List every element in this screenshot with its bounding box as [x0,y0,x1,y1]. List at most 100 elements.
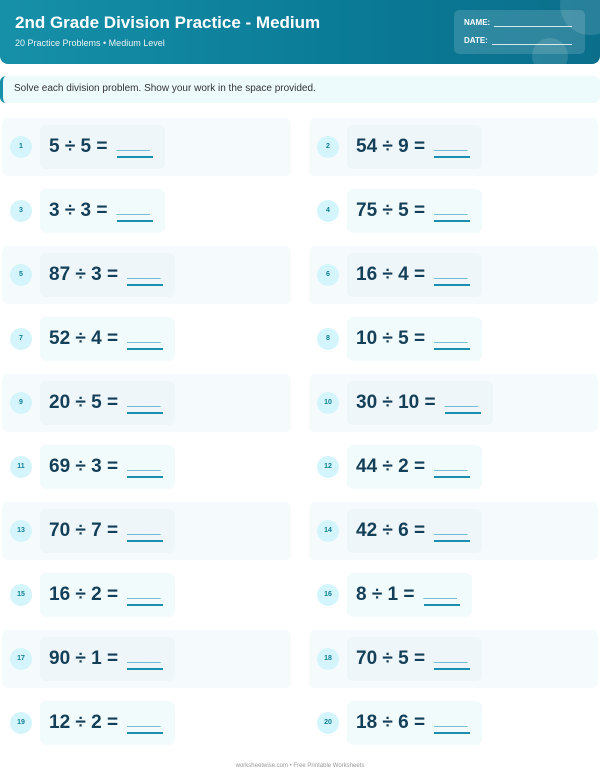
problem-expression: 20 ÷ 5 = [49,392,119,413]
problem-row: 3 3 ÷ 3 = ____ 4 75 ÷ 5 = ____ [0,182,600,240]
answer-blank[interactable]: ____ [434,328,471,350]
problem-box: 52 ÷ 4 = ____ [40,317,176,361]
problem-box: 16 ÷ 2 = ____ [40,573,176,617]
problem-expression: 70 ÷ 5 = [356,648,426,669]
problem-box: 20 ÷ 5 = ____ [40,381,176,425]
problem-expression: 3 ÷ 3 = [49,200,108,221]
problem-number-badge: 7 [10,328,32,350]
problem-number-badge: 18 [317,648,339,670]
answer-blank[interactable]: ____ [434,264,471,286]
problem-box: 70 ÷ 7 = ____ [40,509,176,553]
problem-expression: 70 ÷ 7 = [49,520,119,541]
problem-box: 87 ÷ 3 = ____ [40,253,176,297]
problem-expression: 16 ÷ 4 = [356,264,426,285]
problem-card: 15 16 ÷ 2 = ____ [2,566,291,624]
answer-blank[interactable]: ____ [127,712,164,734]
problem-expression: 42 ÷ 6 = [356,520,426,541]
answer-blank[interactable]: ____ [434,200,471,222]
worksheet-header: 2nd Grade Division Practice - Medium 20 … [0,0,600,64]
problem-number-badge: 4 [317,200,339,222]
problem-box: 18 ÷ 6 = ____ [347,701,483,745]
problem-expression: 10 ÷ 5 = [356,328,426,349]
answer-blank[interactable]: ____ [127,648,164,670]
problem-expression: 18 ÷ 6 = [356,712,426,733]
problem-expression: 5 ÷ 5 = [49,136,108,157]
answer-blank[interactable]: ____ [127,584,164,606]
problem-card: 17 90 ÷ 1 = ____ [2,630,291,688]
answer-blank[interactable]: ____ [423,584,460,606]
problem-number-badge: 12 [317,456,339,478]
problem-row: 1 5 ÷ 5 = ____ 2 54 ÷ 9 = ____ [0,118,600,176]
problem-number-badge: 19 [10,712,32,734]
problem-card: 18 70 ÷ 5 = ____ [309,630,598,688]
problem-number-badge: 16 [317,584,339,606]
problem-number-badge: 6 [317,264,339,286]
problem-box: 75 ÷ 5 = ____ [347,189,483,233]
problem-box: 3 ÷ 3 = ____ [40,189,165,233]
name-label: NAME: [464,18,491,27]
problem-expression: 69 ÷ 3 = [49,456,119,477]
problem-box: 10 ÷ 5 = ____ [347,317,483,361]
instructions: Solve each division problem. Show your w… [0,76,600,103]
problem-row: 11 69 ÷ 3 = ____ 12 44 ÷ 2 = ____ [0,438,600,496]
problem-number-badge: 8 [317,328,339,350]
answer-blank[interactable]: ____ [116,200,153,222]
problem-card: 10 30 ÷ 10 = ____ [309,374,598,432]
problem-card: 13 70 ÷ 7 = ____ [2,502,291,560]
name-field[interactable] [494,18,573,27]
problem-number-badge: 9 [10,392,32,414]
problem-box: 30 ÷ 10 = ____ [347,381,493,425]
answer-blank[interactable]: ____ [116,136,153,158]
problem-card: 12 44 ÷ 2 = ____ [309,438,598,496]
problem-box: 16 ÷ 4 = ____ [347,253,483,297]
problem-card: 7 52 ÷ 4 = ____ [2,310,291,368]
problem-box: 44 ÷ 2 = ____ [347,445,483,489]
answer-blank[interactable]: ____ [127,392,164,414]
answer-blank[interactable]: ____ [434,712,471,734]
problem-number-badge: 1 [10,136,32,158]
problem-row: 15 16 ÷ 2 = ____ 16 8 ÷ 1 = ____ [0,566,600,624]
answer-blank[interactable]: ____ [434,520,471,542]
problem-expression: 12 ÷ 2 = [49,712,119,733]
problem-expression: 75 ÷ 5 = [356,200,426,221]
problem-card: 16 8 ÷ 1 = ____ [309,566,598,624]
problem-expression: 52 ÷ 4 = [49,328,119,349]
problem-row: 17 90 ÷ 1 = ____ 18 70 ÷ 5 = ____ [0,630,600,688]
problem-number-badge: 3 [10,200,32,222]
answer-blank[interactable]: ____ [127,520,164,542]
name-date-box: NAME: DATE: [454,10,585,54]
answer-blank[interactable]: ____ [127,456,164,478]
footer: worksheetwise.com • Free Printable Works… [235,763,365,769]
problem-number-badge: 15 [10,584,32,606]
problem-card: 6 16 ÷ 4 = ____ [309,246,598,304]
answer-blank[interactable]: ____ [434,456,471,478]
answer-blank[interactable]: ____ [127,328,164,350]
problem-expression: 30 ÷ 10 = [356,392,436,413]
page-title: 2nd Grade Division Practice - Medium [15,13,321,32]
problem-box: 90 ÷ 1 = ____ [40,637,176,681]
answer-blank[interactable]: ____ [434,648,471,670]
date-field[interactable] [491,36,572,45]
problem-number-badge: 5 [10,264,32,286]
answer-blank[interactable]: ____ [444,392,481,414]
answer-blank[interactable]: ____ [434,136,471,158]
problem-number-badge: 17 [10,648,32,670]
problem-card: 19 12 ÷ 2 = ____ [2,694,291,752]
problem-expression: 87 ÷ 3 = [49,264,119,285]
problem-card: 3 3 ÷ 3 = ____ [2,182,291,240]
problem-card: 5 87 ÷ 3 = ____ [2,246,291,304]
problem-card: 20 18 ÷ 6 = ____ [309,694,598,752]
problem-box: 42 ÷ 6 = ____ [347,509,483,553]
problem-number-badge: 13 [10,520,32,542]
problem-card: 9 20 ÷ 5 = ____ [2,374,291,432]
problem-row: 5 87 ÷ 3 = ____ 6 16 ÷ 4 = ____ [0,246,600,304]
problem-number-badge: 14 [317,520,339,542]
problem-card: 11 69 ÷ 3 = ____ [2,438,291,496]
problem-box: 8 ÷ 1 = ____ [347,573,472,617]
problem-box: 69 ÷ 3 = ____ [40,445,176,489]
answer-blank[interactable]: ____ [127,264,164,286]
problem-number-badge: 2 [317,136,339,158]
problem-box: 12 ÷ 2 = ____ [40,701,176,745]
problem-expression: 16 ÷ 2 = [49,584,119,605]
problem-box: 54 ÷ 9 = ____ [347,125,483,169]
